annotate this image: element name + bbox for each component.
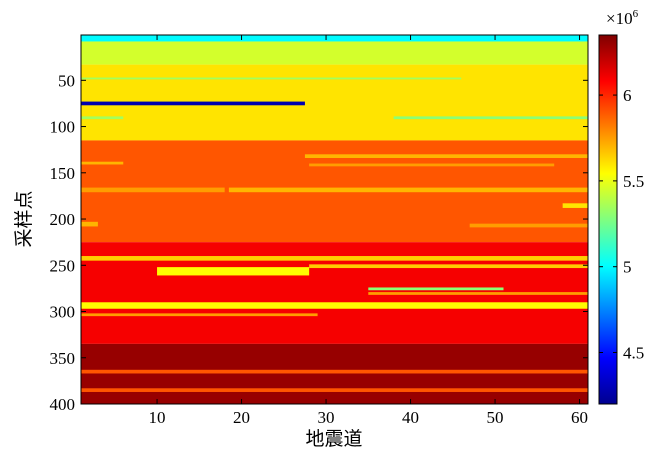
- heatmap-layer-12: [228, 187, 588, 193]
- heatmap-layer-15: [469, 223, 588, 228]
- heatmap-layer-1: [81, 41, 588, 65]
- heatmap-layer-9: [81, 161, 124, 165]
- colorbar-exponent-base: ×10: [606, 9, 633, 28]
- y-tick-label: 250: [50, 256, 76, 275]
- heatmap-layer-21: [368, 292, 588, 295]
- heatmap-layers: [81, 35, 588, 404]
- y-tick-label: 150: [50, 164, 76, 183]
- heatmap-layer-17: [81, 256, 588, 261]
- y-tick-label: 100: [50, 118, 76, 137]
- y-axis: 50 100 150 200 250 300 350 400: [50, 71, 588, 414]
- heatmap-layer-5: [393, 116, 588, 120]
- colorbar-tick-label: 6: [623, 86, 632, 105]
- heatmap-layer-0: [81, 35, 588, 42]
- heatmap-layer-25: [81, 369, 588, 374]
- heatmap-layer-8: [304, 154, 588, 158]
- colorbar-tick-label: 5.5: [623, 172, 644, 191]
- colorbar-ticks: 4.5 5 5.5 6: [599, 86, 644, 363]
- x-tick-label: 30: [318, 408, 335, 427]
- heatmap-layer-11: [81, 187, 225, 193]
- y-tick-label: 350: [50, 349, 76, 368]
- heatmap-layer-18: [157, 267, 310, 276]
- heatmap-layer-3: [81, 101, 305, 106]
- heatmap-layer-6: [81, 116, 124, 120]
- heatmap-layer-24: [81, 343, 588, 404]
- heatmap-layer-10: [309, 163, 555, 167]
- y-tick-label: 300: [50, 303, 76, 322]
- y-tick-label: 50: [58, 71, 75, 90]
- colorbar-exponent-power: 6: [633, 8, 639, 20]
- x-tick-label: 10: [149, 408, 166, 427]
- heatmap-layer-23: [81, 313, 318, 317]
- heatmap-layer-19: [309, 264, 588, 269]
- x-tick-label: 50: [487, 408, 504, 427]
- x-axis-title: 地震道: [305, 428, 362, 450]
- heatmap-layer-4: [81, 77, 462, 80]
- heatmap-layer-22: [81, 302, 588, 309]
- colorbar: [598, 34, 618, 405]
- colorbar-tick-label: 5: [623, 258, 632, 277]
- x-tick-label: 60: [571, 408, 588, 427]
- colorbar-exponent: ×106: [606, 8, 639, 28]
- y-tick-label: 400: [50, 395, 76, 414]
- heatmap-layer-14: [81, 221, 98, 227]
- y-axis-title: 采样点: [13, 190, 35, 247]
- heatmap-layer-13: [562, 203, 588, 208]
- x-tick-label: 40: [402, 408, 419, 427]
- x-axis: 10 20 30 40 50 60: [149, 35, 588, 427]
- heatmap-layer-20: [368, 287, 504, 291]
- colorbar-tick-label: 4.5: [623, 344, 644, 363]
- x-tick-label: 20: [233, 408, 250, 427]
- heatmap-layer-26: [81, 388, 588, 392]
- y-tick-label: 200: [50, 210, 76, 229]
